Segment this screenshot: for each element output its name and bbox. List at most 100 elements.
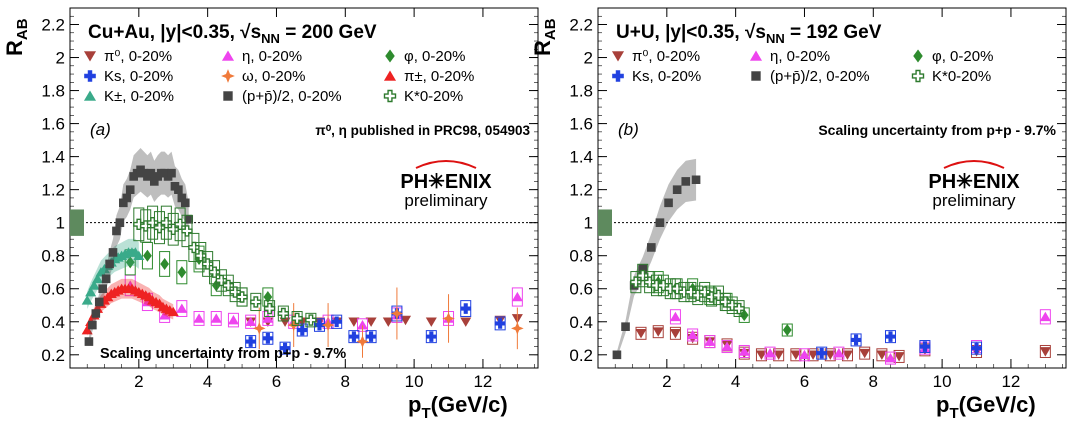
data-point (612, 350, 622, 360)
systematic-band (616, 158, 697, 359)
systematic-box (176, 300, 188, 317)
data-point (669, 311, 681, 322)
legend-entry: (p+p̄)/2, 0-20% (770, 68, 870, 85)
x-axis-label: pT(GeV/c) (408, 392, 508, 422)
annotation-published: π⁰, η published in PRC98, 054903 (315, 123, 530, 138)
series (252, 287, 524, 358)
y-tick-label: 2.2 (41, 16, 65, 35)
data-point (635, 329, 647, 339)
data-point (755, 350, 767, 360)
legend-entry: (p+p̄)/2, 0-20% (242, 88, 342, 105)
x-tick-label: 4 (731, 372, 740, 391)
data-point (664, 198, 673, 208)
systematic-box (885, 351, 896, 365)
data-point (655, 218, 665, 227)
series (816, 330, 983, 360)
data-point (348, 331, 360, 342)
y-tick-label: 0.6 (569, 280, 593, 299)
systematic-box (764, 346, 776, 360)
data-point (314, 319, 325, 331)
legend-entry: φ, 0-20% (404, 48, 465, 65)
systematic-box (652, 325, 664, 339)
legend-marker (83, 51, 97, 62)
data-point (88, 280, 100, 290)
data-point (210, 313, 222, 323)
x-tick-label: 4 (203, 372, 212, 391)
data-point (291, 312, 303, 325)
data-point (331, 316, 342, 328)
data-point (262, 332, 274, 344)
panel-title: Cu+Au, |y|<0.35, √sNN = 200 GeV (88, 22, 377, 46)
data-point (764, 348, 776, 358)
plot-frame (69, 7, 539, 369)
y-tick-label: 2 (56, 49, 65, 68)
data-point (296, 324, 308, 336)
data-point (188, 241, 200, 254)
x-tick-label: 10 (405, 372, 424, 391)
phenix-logo-arc (943, 160, 1005, 169)
legend-entry: Ks, 0-20% (632, 68, 701, 85)
data-point (98, 284, 107, 294)
phenix-logo-arc (415, 160, 477, 169)
data-point (691, 175, 701, 185)
systematic-band (88, 148, 189, 347)
data-point (125, 256, 135, 269)
y-tick-label: 1.8 (569, 82, 593, 101)
data-point (88, 320, 97, 330)
data-point (841, 350, 854, 360)
data-point (252, 322, 266, 335)
y-tick-label: 0.8 (41, 247, 65, 266)
data-point (348, 317, 360, 327)
systematic-box (876, 348, 888, 362)
data-point (850, 334, 862, 346)
systematic-box (859, 346, 871, 360)
data-point (84, 337, 94, 346)
legend-marker (385, 49, 395, 63)
data-point (356, 335, 369, 348)
data-point (704, 336, 716, 346)
y-tick-label: 2 (584, 49, 593, 68)
data-point (159, 310, 171, 320)
data-point (174, 185, 183, 194)
legend-marker (612, 70, 624, 82)
legend-entry: π⁰, 0-20% (104, 48, 172, 65)
systematic-box (210, 311, 222, 326)
systematic-box (790, 348, 802, 362)
y-tick-label: 1.4 (569, 148, 593, 167)
data-point (262, 313, 274, 323)
y-tick-label: 1.6 (41, 115, 65, 134)
y-tick-label: 0.2 (569, 346, 593, 365)
data-point (621, 322, 630, 332)
data-point (494, 318, 506, 329)
systematic-box (721, 340, 733, 354)
systematic-box (227, 312, 239, 328)
data-point (125, 185, 135, 194)
data-point (681, 177, 691, 186)
data-point (321, 318, 335, 332)
data-point (167, 168, 176, 178)
legend-marker (749, 50, 763, 61)
data-point (1039, 347, 1051, 357)
chart-panel-b: 0.2 0.4 0.6 0.8 1 1.2 1.4 1.6 1.8 2 2.2 2 4 6 8 10 12 RAB… (530, 7, 1067, 422)
legend-entry: π±, 0-20% (404, 68, 474, 85)
x-axis-label-unit: (GeV/c) (959, 392, 1036, 417)
systematic-box (124, 249, 136, 276)
data-point (365, 331, 377, 342)
data-point (115, 218, 125, 227)
data-point (460, 303, 472, 314)
phenix-logo-sub: preliminary (404, 191, 488, 210)
y-axis-label-sub: AB (542, 18, 559, 40)
legend-entry: K*0-20% (404, 88, 463, 105)
y-tick-label: 1 (56, 214, 65, 233)
data-point (1039, 311, 1051, 322)
data-point (245, 336, 256, 347)
panel-title-energy: √s (240, 22, 261, 43)
data-point (824, 350, 836, 360)
x-tick-label: 8 (869, 372, 878, 391)
systematic-box (704, 335, 716, 349)
phenix-logo-sub: preliminary (932, 191, 1016, 210)
data-point (91, 309, 101, 318)
legend-marker (84, 70, 96, 82)
x-tick-label: 2 (662, 372, 671, 391)
systematic-box (159, 251, 171, 277)
